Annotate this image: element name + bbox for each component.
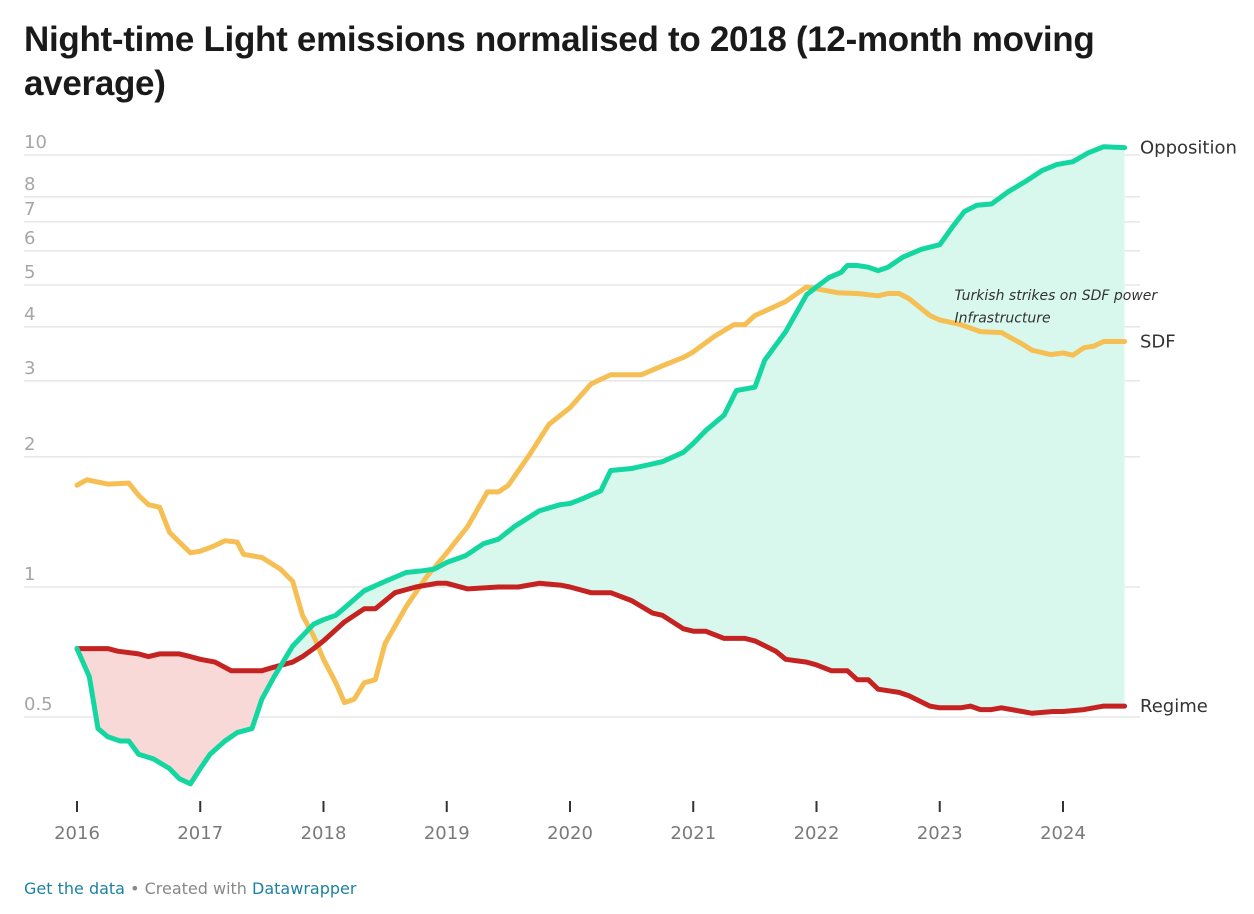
y-tick-label: 7 bbox=[24, 199, 35, 220]
y-tick-label: 10 bbox=[24, 132, 47, 153]
y-tick-label: 3 bbox=[24, 358, 35, 379]
y-tick-label: 8 bbox=[24, 174, 35, 195]
area-opposition-above bbox=[280, 146, 1125, 714]
x-axis: 2016 2017 2018 2019 2020 2021 2022 2023 2024 bbox=[54, 801, 1086, 844]
chart-title: Night-time Light emissions normalised to… bbox=[24, 20, 1095, 103]
series-label-opposition: Opposition bbox=[1140, 138, 1237, 159]
difference-areas bbox=[77, 146, 1125, 784]
x-tick-label: 2023 bbox=[917, 823, 963, 844]
series-label-regime: Regime bbox=[1140, 696, 1208, 717]
get-the-data-link[interactable]: Get the data bbox=[24, 879, 125, 898]
x-tick-label: 2020 bbox=[547, 823, 593, 844]
y-tick-label: 5 bbox=[24, 262, 35, 283]
labels: SDF Regime Opposition Turkish strikes on SD… bbox=[955, 138, 1237, 717]
series-line-regime bbox=[74, 580, 1128, 716]
x-tick-label: 2021 bbox=[670, 823, 716, 844]
area-regime-above bbox=[77, 648, 281, 784]
y-tick-label: 1 bbox=[24, 564, 35, 585]
series-label-sdf: SDF bbox=[1140, 332, 1176, 353]
x-tick-label: 2024 bbox=[1040, 823, 1086, 844]
x-tick-label: 2017 bbox=[177, 823, 223, 844]
x-tick-label: 2019 bbox=[424, 823, 470, 844]
y-tick-label: 0.5 bbox=[24, 694, 53, 715]
footer-separator: • Created with bbox=[124, 879, 253, 898]
annotation-text: Infrastructure bbox=[955, 310, 1051, 326]
footer: Get the data • Created with Datawrapper bbox=[24, 879, 356, 898]
series-line-sdf bbox=[74, 284, 1128, 706]
y-tick-label: 4 bbox=[24, 304, 35, 325]
y-tick-label: 6 bbox=[24, 228, 35, 249]
datawrapper-link[interactable]: Datawrapper bbox=[252, 879, 357, 898]
x-tick-label: 2016 bbox=[54, 823, 100, 844]
y-tick-label: 2 bbox=[24, 434, 35, 455]
x-tick-label: 2018 bbox=[301, 823, 347, 844]
series-lines bbox=[74, 144, 1128, 787]
annotation-text: Turkish strikes on SDF power bbox=[955, 288, 1159, 304]
series-line-opposition bbox=[74, 144, 1128, 787]
x-tick-label: 2022 bbox=[794, 823, 840, 844]
